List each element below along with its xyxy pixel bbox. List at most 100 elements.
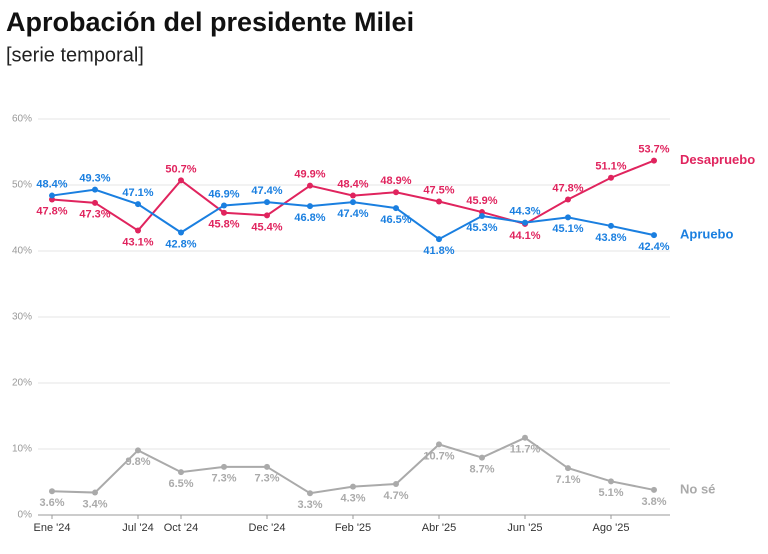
data-label: 7.3%: [254, 473, 279, 485]
data-label: 46.5%: [380, 214, 411, 226]
data-label: 45.1%: [552, 223, 583, 235]
data-label: 9.8%: [125, 456, 150, 468]
data-point: [135, 227, 141, 234]
x-tick-label: Jul '24: [122, 522, 153, 534]
data-point: [608, 174, 614, 181]
data-point: [92, 489, 98, 496]
data-label: 3.3%: [297, 499, 322, 511]
data-point: [221, 202, 227, 209]
data-point: [307, 203, 313, 210]
data-label: 7.1%: [555, 474, 580, 486]
data-label: 42.4%: [638, 241, 669, 253]
data-label: 49.9%: [294, 169, 325, 181]
x-tick-label: Abr '25: [422, 522, 457, 534]
data-point: [49, 192, 55, 199]
data-label: 6.5%: [168, 478, 193, 490]
x-tick-label: Oct '24: [164, 522, 199, 534]
data-label: 10.7%: [423, 450, 454, 462]
data-label: 46.9%: [208, 188, 239, 200]
data-point: [436, 441, 442, 448]
x-tick-label: Feb '25: [335, 522, 371, 534]
data-point: [436, 198, 442, 205]
data-label: 48.4%: [36, 178, 67, 190]
data-point: [393, 480, 399, 487]
data-point: [135, 201, 141, 208]
data-label: 43.1%: [122, 236, 153, 248]
data-label: 45.4%: [251, 221, 282, 233]
data-point: [608, 222, 614, 229]
data-label: 48.4%: [337, 178, 368, 190]
data-label: 45.9%: [466, 195, 497, 207]
data-label: 3.6%: [39, 497, 64, 509]
data-point: [92, 199, 98, 206]
data-label: 4.3%: [340, 493, 365, 505]
data-point: [307, 182, 313, 189]
data-label: 44.3%: [509, 206, 540, 218]
data-point: [436, 236, 442, 243]
data-point: [92, 186, 98, 193]
data-point: [393, 189, 399, 196]
data-label: 47.5%: [423, 184, 454, 196]
data-point: [479, 454, 485, 461]
data-point: [264, 212, 270, 219]
data-label: 46.8%: [294, 212, 325, 224]
x-tick-label: Ago '25: [593, 522, 630, 534]
y-tick-label: 0%: [18, 510, 33, 521]
data-label: 5.1%: [598, 487, 623, 499]
data-point: [221, 463, 227, 470]
data-point: [350, 483, 356, 490]
data-point: [565, 465, 571, 472]
data-label: 47.8%: [36, 205, 67, 217]
data-label: 47.1%: [122, 187, 153, 199]
legend-entry: No sé: [680, 481, 715, 496]
data-point: [135, 447, 141, 454]
data-point: [178, 177, 184, 184]
data-label: 47.4%: [251, 185, 282, 197]
data-point: [307, 490, 313, 497]
data-label: 7.3%: [211, 473, 236, 485]
data-label: 47.8%: [552, 182, 583, 194]
chart-title: Aprobación del presidente Milei: [6, 7, 414, 37]
data-label: 53.7%: [638, 143, 669, 155]
data-point: [350, 199, 356, 206]
data-point: [178, 229, 184, 236]
data-label: 44.1%: [509, 230, 540, 242]
data-point: [522, 434, 528, 441]
chart-subtitle: [serie temporal]: [6, 44, 144, 66]
data-point: [393, 205, 399, 212]
y-tick-label: 50%: [12, 180, 32, 191]
data-point: [178, 469, 184, 476]
data-label: 42.8%: [165, 238, 196, 250]
data-label: 45.8%: [208, 219, 239, 231]
data-point: [264, 463, 270, 470]
data-label: 3.8%: [641, 496, 666, 508]
data-point: [651, 486, 657, 493]
y-tick-label: 30%: [12, 312, 32, 323]
legend-entry: Apruebo: [680, 227, 734, 242]
x-tick-label: Jun '25: [507, 522, 542, 534]
data-point: [651, 232, 657, 239]
data-point: [350, 192, 356, 199]
data-point: [479, 213, 485, 220]
data-label: 47.4%: [337, 208, 368, 220]
data-label: 11.7%: [510, 444, 541, 456]
legend-entry: Desapruebo: [680, 152, 755, 167]
x-tick-label: Dec '24: [249, 522, 286, 534]
y-tick-label: 20%: [12, 378, 32, 389]
data-label: 50.7%: [165, 163, 196, 175]
data-point: [608, 478, 614, 485]
data-point: [651, 157, 657, 164]
data-point: [522, 219, 528, 226]
data-label: 3.4%: [82, 498, 107, 510]
data-label: 47.3%: [79, 209, 110, 221]
data-point: [565, 196, 571, 203]
data-label: 49.3%: [79, 173, 110, 185]
data-label: 41.8%: [423, 245, 454, 257]
y-tick-label: 60%: [12, 114, 32, 125]
data-point: [264, 199, 270, 206]
data-point: [49, 488, 55, 495]
x-tick-label: Ene '24: [34, 522, 71, 534]
data-label: 8.7%: [469, 463, 494, 475]
data-label: 51.1%: [595, 161, 626, 173]
